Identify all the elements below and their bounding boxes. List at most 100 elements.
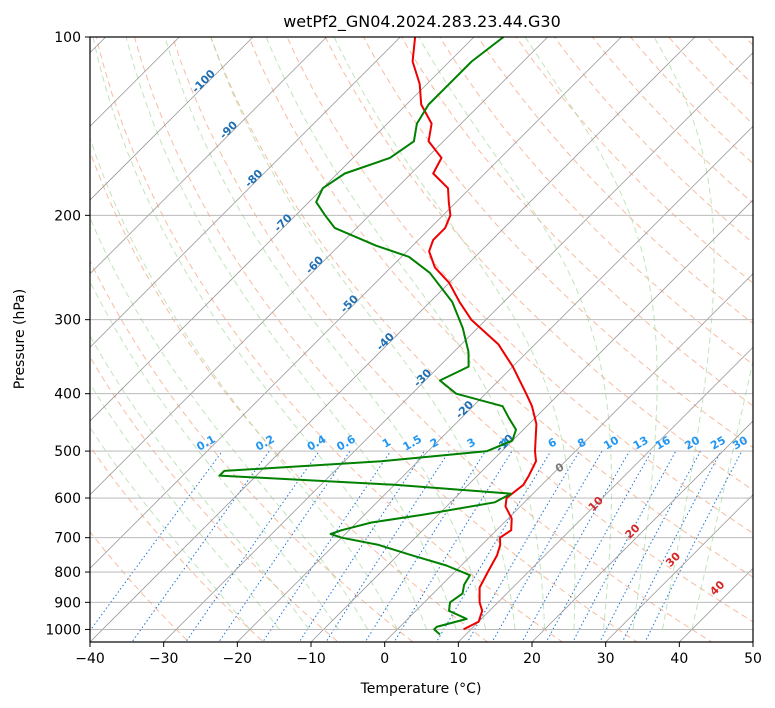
moist-adiabat	[210, 37, 516, 630]
axis-ticks: −40 −30 −20 −10 0 10 20 30 40 5010020030040050060…	[45, 30, 762, 667]
isotherm-label: -100	[189, 67, 218, 96]
y-tick-label: 600	[54, 491, 81, 507]
theta-label: 30	[663, 549, 683, 569]
dewpoint-line	[218, 37, 517, 636]
moist-adiabat	[333, 37, 576, 630]
isotherm-label: -70	[272, 211, 295, 234]
dry-adiabat	[553, 37, 753, 244]
moist-adiabat	[691, 358, 753, 630]
dry-adiabat	[770, 24, 775, 654]
dry-adiabat	[439, 37, 753, 365]
mixing-ratio-line	[185, 450, 320, 642]
moist-adiabat	[92, 37, 428, 630]
moist-adiabat	[90, 280, 339, 630]
mixing-ratio-line	[621, 450, 722, 642]
mixing-ratio-label: 8	[575, 436, 588, 451]
moist-adiabat	[653, 37, 715, 630]
y-tick-label: 800	[54, 565, 81, 581]
mixing-ratio-line	[466, 450, 580, 642]
dry-adiabat	[210, 37, 753, 623]
moist-adiabat	[90, 382, 280, 630]
isotherm	[531, 420, 753, 642]
x-axis-title: Temperature (°C)	[360, 681, 482, 697]
isotherm	[679, 567, 753, 642]
mixing-ratio-label: 20	[682, 433, 702, 452]
moist-adiabat	[90, 136, 398, 630]
x-tick-label: −20	[223, 651, 253, 667]
mixing-ratio-label: 3	[465, 436, 478, 451]
dry-adiabat	[95, 37, 564, 642]
isotherm-label: -90	[217, 118, 240, 141]
isotherm	[90, 37, 475, 422]
dry-adiabat	[90, 531, 190, 642]
moist-adiabat	[524, 37, 658, 630]
dry-adiabat	[90, 150, 489, 642]
dry-adiabat	[90, 259, 414, 642]
mixing-ratio-label: 6	[546, 435, 559, 450]
isotherm-label: -20	[453, 398, 476, 421]
isotherm	[90, 37, 696, 642]
plot-frame	[89, 36, 754, 643]
dry-adiabat	[90, 356, 340, 642]
moist-adiabat	[164, 37, 487, 630]
y-tick-label: 100	[54, 30, 81, 46]
y-tick-label: 900	[54, 595, 81, 611]
y-tick-label: 200	[54, 208, 81, 224]
temperature-line	[411, 37, 538, 631]
dry-adiabat	[248, 37, 753, 578]
isotherm-label: -30	[411, 366, 434, 389]
mixing-ratio-label: 0.6	[334, 432, 358, 453]
x-tick-label: 20	[523, 651, 541, 667]
mixing-ratio-label: 36	[756, 433, 775, 452]
mixing-ratio-label: 0.1	[194, 433, 217, 454]
isotherm	[310, 199, 753, 642]
x-tick-label: 40	[670, 651, 688, 667]
moist-adiabat	[418, 37, 613, 630]
dry-adiabat	[133, 37, 638, 642]
y-tick-label: 1000	[45, 622, 81, 638]
isotherm	[90, 37, 401, 348]
mixing-ratio-label: 1.5	[401, 433, 424, 454]
dry-adiabat	[515, 37, 753, 284]
x-tick-label: −10	[296, 651, 326, 667]
background-lines	[90, 24, 775, 654]
mixing-ratio-label: 0.2	[253, 433, 276, 454]
dry-adiabat	[401, 37, 753, 407]
isotherm	[752, 641, 753, 642]
mixing-ratio-label: 16	[653, 433, 673, 452]
isotherm	[458, 346, 753, 642]
mixing-ratio-label: 13	[631, 434, 651, 453]
dry-adiabat	[477, 37, 753, 325]
x-tick-label: 10	[449, 651, 467, 667]
isotherm-label: -80	[242, 167, 265, 190]
isotherm	[90, 37, 548, 496]
theta-label: 20	[623, 521, 643, 541]
mixing-ratio-line	[131, 450, 270, 642]
mixing-ratio-label: 25	[708, 434, 728, 453]
isotherm	[90, 37, 254, 201]
isotherm	[384, 273, 753, 642]
isotherm	[90, 37, 327, 275]
moist-adiabat	[90, 216, 369, 630]
y-tick-label: 400	[54, 387, 81, 403]
moist-adiabat	[265, 37, 546, 630]
x-tick-label: 50	[744, 651, 762, 667]
dry-adiabat	[286, 37, 753, 534]
dry-adiabat	[90, 445, 265, 642]
mixing-ratio-line	[644, 450, 743, 642]
y-tick-label: 500	[54, 444, 81, 460]
mixing-ratio-label: 2	[428, 436, 441, 451]
mixing-ratio-line	[90, 450, 223, 632]
mixing-ratio-label: 1	[380, 436, 393, 451]
x-tick-label: −40	[75, 651, 105, 667]
dry-adiabat	[172, 37, 713, 642]
line-labels: -100-90-80-70-60-50-40-30-20-100.1 0.2 0.4…	[189, 67, 775, 598]
moist-adiabat	[90, 334, 310, 630]
chart-title: wetPf2_GN04.2024.283.23.44.G30	[283, 12, 561, 32]
isotherm	[237, 125, 753, 642]
isotherm-label: -50	[338, 292, 361, 315]
isotherm-label: -60	[303, 253, 326, 276]
isotherm	[605, 494, 753, 642]
moist-adiabat	[125, 37, 457, 630]
